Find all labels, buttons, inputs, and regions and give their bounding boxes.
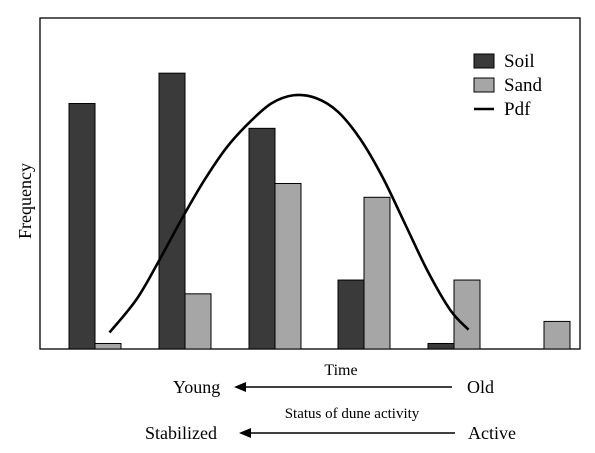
bar-sand-4 (363, 196, 391, 350)
pdf-curve (108, 93, 470, 334)
y-axis-label: Frequency (15, 163, 35, 239)
plot-frame (39, 17, 581, 350)
legend-swatch-sand (473, 77, 495, 93)
time-right-label: Old (467, 377, 494, 397)
bars (68, 72, 571, 350)
legend-swatch-soil (473, 53, 495, 69)
bar-soil-3 (248, 127, 276, 350)
bar-soil-1 (68, 103, 96, 350)
legend-label-soil: Soil (504, 51, 535, 72)
bar-soil-4 (337, 279, 365, 350)
legend-label-sand: Sand (504, 75, 543, 96)
bar-sand-3 (274, 183, 302, 350)
bar-sand-1 (94, 342, 122, 350)
time-left-label: Young (173, 377, 220, 397)
activity-label: Status of dune activity (285, 406, 420, 422)
bar-sand-5 (453, 279, 481, 350)
legend: Soil Sand Pdf (473, 51, 543, 120)
bar-sand-6 (543, 320, 571, 350)
bar-soil-5 (427, 342, 455, 350)
activity-right-label: Active (468, 423, 516, 443)
activity-arrow-head (239, 428, 251, 438)
bar-soil-2 (158, 72, 186, 350)
x-axis-label: Time (324, 362, 357, 379)
activity-left-label: Stabilized (145, 423, 217, 443)
bar-sand-2 (184, 293, 212, 350)
legend-label-pdf: Pdf (504, 99, 531, 120)
time-arrow-head (234, 382, 246, 392)
